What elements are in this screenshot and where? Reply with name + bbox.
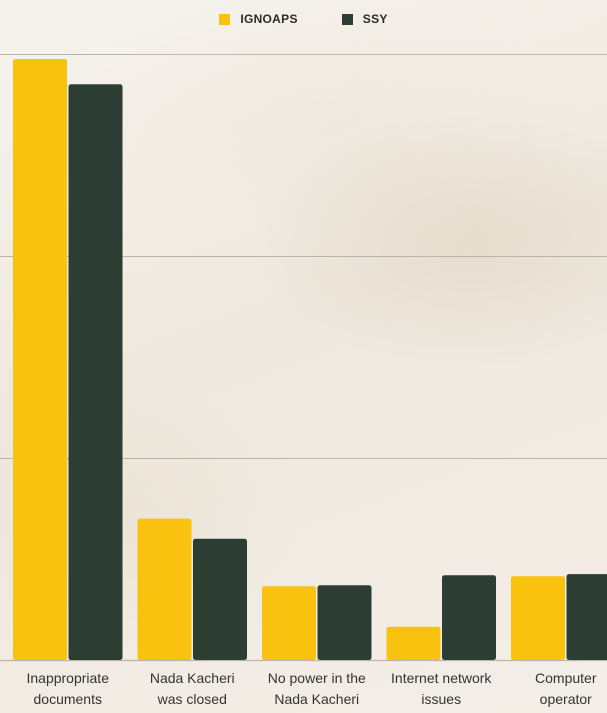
x-tick-label-line: documents	[33, 691, 102, 707]
bar-ignoaps-1[interactable]	[137, 518, 192, 660]
x-tick-label: Nada Kacheri was closed	[127, 668, 257, 710]
x-tick-label-line: was closed	[157, 691, 227, 707]
legend-label-ssy: SSY	[362, 12, 388, 26]
legend-label-ignoaps: IGNOAPS	[240, 12, 298, 26]
x-tick-label-line: operator	[539, 691, 592, 707]
x-axis-labels: Inappropriate documents Nada Kacheri was cl…	[0, 668, 607, 713]
x-tick-label: No power in the Nada Kacheri	[252, 668, 382, 710]
x-tick-label-line: Internet network	[391, 670, 492, 686]
x-tick-label-line: No power in the	[267, 670, 366, 686]
x-tick-label-line: Nada Kacheri	[149, 670, 235, 686]
legend-swatch-ssy	[341, 13, 353, 25]
bar-ssy-1[interactable]	[193, 538, 247, 660]
x-tick-label: Computer operator	[501, 668, 607, 710]
bar-ssy-3[interactable]	[442, 575, 496, 660]
bar-ignoaps-0[interactable]	[13, 59, 67, 660]
x-tick-label-line: Nada Kacheri	[274, 691, 360, 707]
legend-swatch-ignoaps	[219, 13, 231, 25]
x-tick-label: Internet network issues	[376, 668, 506, 710]
bar-ssy-4[interactable]	[566, 574, 607, 660]
bar-ssy-0[interactable]	[68, 84, 123, 661]
x-tick-label-line: issues	[421, 691, 462, 707]
x-tick-label-line: Computer	[535, 670, 597, 686]
legend-item-ignoaps: IGNOAPS	[219, 12, 297, 26]
legend-item-ssy: SSY	[341, 12, 388, 26]
bar-ssy-2[interactable]	[317, 585, 372, 660]
x-tick-label: Inappropriate documents	[3, 668, 133, 710]
bar-ignoaps-3[interactable]	[386, 626, 441, 660]
chart-legend: IGNOAPS SSY	[0, 12, 607, 26]
bar-ignoaps-4[interactable]	[511, 576, 565, 660]
bar-ignoaps-2[interactable]	[262, 586, 316, 660]
x-tick-label-line: Inappropriate	[26, 670, 109, 686]
